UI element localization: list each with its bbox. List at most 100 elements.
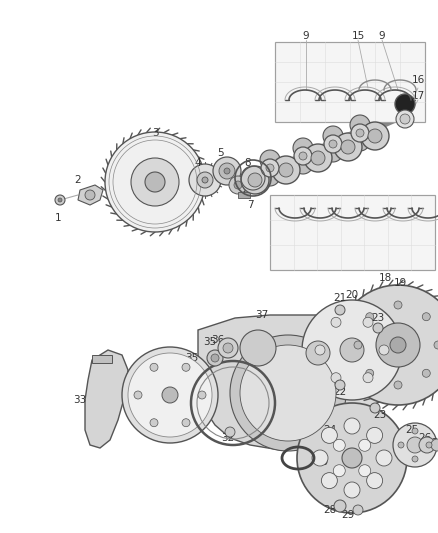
Circle shape [334,133,362,161]
Circle shape [331,317,341,327]
Circle shape [359,465,371,477]
Circle shape [324,135,342,153]
Circle shape [335,380,345,390]
Circle shape [150,364,158,372]
Circle shape [379,345,389,355]
Circle shape [58,198,62,202]
Circle shape [426,442,432,448]
Circle shape [323,126,343,146]
Circle shape [366,313,374,321]
Text: 31: 31 [244,390,257,400]
Circle shape [394,381,402,389]
Circle shape [373,323,383,333]
Circle shape [393,423,437,467]
Circle shape [202,177,208,183]
Text: 33: 33 [74,395,87,405]
Text: 7: 7 [247,200,253,210]
Circle shape [229,176,247,194]
Circle shape [294,147,312,165]
Circle shape [293,138,313,158]
Text: 8: 8 [245,158,251,168]
Circle shape [338,285,438,405]
Text: 27: 27 [431,438,438,448]
Circle shape [368,129,382,143]
Circle shape [367,473,383,489]
Circle shape [218,338,238,358]
Circle shape [356,129,364,137]
Text: 5: 5 [217,148,223,158]
Circle shape [260,166,280,186]
Circle shape [234,181,242,189]
Text: 36: 36 [212,335,225,345]
Circle shape [341,140,355,154]
Circle shape [261,159,279,177]
Circle shape [376,323,420,367]
Circle shape [321,427,337,443]
Text: 6: 6 [243,190,249,200]
Polygon shape [78,185,103,205]
Circle shape [198,391,206,399]
Text: 22: 22 [333,387,346,397]
Circle shape [419,437,435,453]
Circle shape [85,190,95,200]
Circle shape [363,373,373,383]
Circle shape [182,364,190,372]
Circle shape [394,301,402,309]
Circle shape [162,387,178,403]
Circle shape [299,152,307,160]
Text: 9: 9 [303,31,309,41]
Circle shape [434,341,438,349]
Circle shape [342,448,362,468]
Text: 15: 15 [351,31,364,41]
Circle shape [272,156,300,184]
Circle shape [350,131,370,151]
Circle shape [350,115,370,135]
Circle shape [197,172,213,188]
Circle shape [311,151,325,165]
Circle shape [395,94,415,114]
Circle shape [297,403,407,513]
Bar [270,195,435,270]
Polygon shape [85,350,128,448]
Circle shape [351,124,369,142]
Text: 17: 17 [411,91,424,101]
Circle shape [354,341,362,349]
Text: 23: 23 [371,313,385,323]
Circle shape [207,350,223,366]
Circle shape [333,465,345,477]
Circle shape [266,164,274,172]
Circle shape [240,345,336,441]
Circle shape [55,195,65,205]
Circle shape [225,427,235,437]
Circle shape [400,114,410,124]
Text: 28: 28 [323,505,337,515]
Text: 18: 18 [378,273,392,283]
Circle shape [376,450,392,466]
Text: 26: 26 [418,433,431,443]
Circle shape [134,391,142,399]
Circle shape [189,164,221,196]
Text: 32: 32 [221,433,235,443]
Circle shape [353,505,363,515]
Circle shape [230,335,346,451]
Bar [92,355,112,363]
Bar [238,192,250,198]
Circle shape [335,305,345,315]
Text: 30: 30 [315,457,328,467]
Text: 19: 19 [393,278,406,288]
Circle shape [279,163,293,177]
Circle shape [131,158,179,206]
Circle shape [150,419,158,427]
Text: 4: 4 [194,158,201,168]
Circle shape [248,173,262,187]
Text: 16: 16 [411,75,424,85]
Circle shape [293,154,313,174]
Circle shape [223,343,233,353]
Circle shape [359,439,371,451]
Circle shape [312,450,328,466]
Circle shape [431,439,438,451]
Circle shape [407,437,423,453]
Circle shape [128,353,212,437]
Circle shape [213,157,241,185]
Circle shape [260,150,280,170]
